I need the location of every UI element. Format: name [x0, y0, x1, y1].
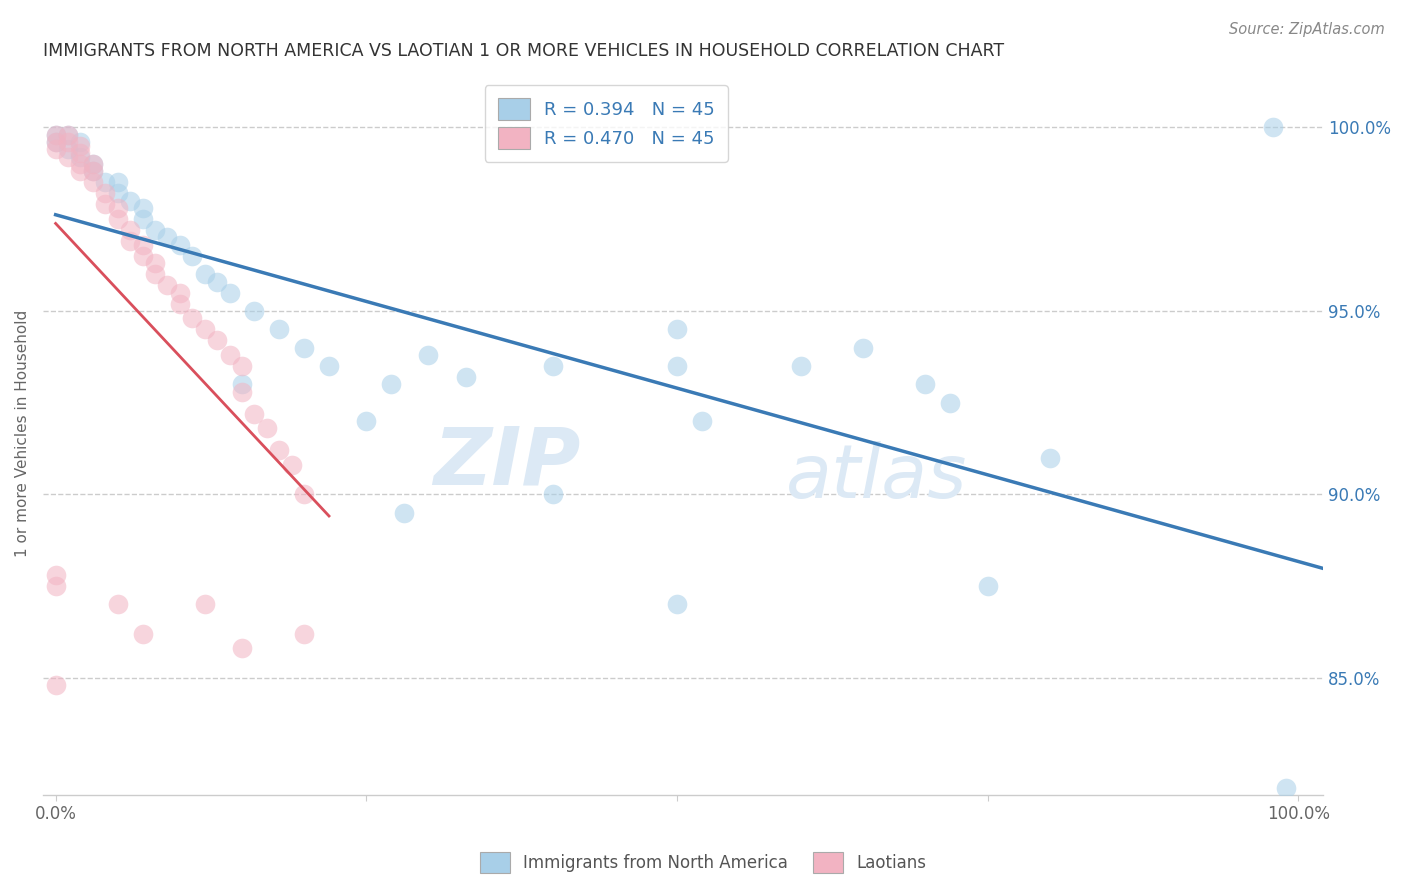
Point — [69, 157, 91, 171]
Point — [280, 458, 302, 472]
Point — [292, 487, 315, 501]
Point — [156, 230, 179, 244]
Point — [541, 487, 564, 501]
Legend: R = 0.394   N = 45, R = 0.470   N = 45: R = 0.394 N = 45, R = 0.470 N = 45 — [485, 85, 728, 161]
Point — [1263, 120, 1285, 135]
Point — [356, 414, 378, 428]
Point — [45, 143, 67, 157]
Point — [69, 146, 91, 161]
Point — [82, 164, 104, 178]
Point — [292, 626, 315, 640]
Point — [243, 407, 266, 421]
Point — [45, 678, 67, 692]
Legend: Immigrants from North America, Laotians: Immigrants from North America, Laotians — [472, 846, 934, 880]
Point — [107, 597, 129, 611]
Point — [665, 359, 688, 373]
Point — [82, 164, 104, 178]
Point — [256, 421, 278, 435]
Point — [169, 285, 191, 300]
Point — [107, 176, 129, 190]
Point — [392, 506, 415, 520]
Point — [231, 359, 253, 373]
Point — [790, 359, 813, 373]
Point — [45, 128, 67, 142]
Point — [69, 164, 91, 178]
Point — [243, 303, 266, 318]
Point — [194, 597, 217, 611]
Point — [56, 135, 79, 149]
Point — [82, 157, 104, 171]
Point — [156, 278, 179, 293]
Point — [69, 135, 91, 149]
Point — [181, 249, 204, 263]
Point — [94, 186, 117, 201]
Point — [169, 296, 191, 310]
Point — [205, 333, 228, 347]
Point — [107, 201, 129, 215]
Point — [665, 597, 688, 611]
Point — [45, 579, 67, 593]
Point — [218, 348, 240, 362]
Point — [269, 443, 291, 458]
Point — [94, 197, 117, 211]
Point — [120, 223, 142, 237]
Point — [690, 414, 713, 428]
Text: ZIP: ZIP — [433, 424, 581, 501]
Point — [56, 128, 79, 142]
Point — [131, 237, 153, 252]
Point — [939, 395, 962, 409]
Point — [380, 377, 402, 392]
Text: IMMIGRANTS FROM NORTH AMERICA VS LAOTIAN 1 OR MORE VEHICLES IN HOUSEHOLD CORRELA: IMMIGRANTS FROM NORTH AMERICA VS LAOTIAN… — [44, 42, 1004, 60]
Point — [181, 311, 204, 326]
Point — [131, 212, 153, 227]
Point — [976, 579, 998, 593]
Point — [56, 143, 79, 157]
Point — [269, 322, 291, 336]
Point — [94, 176, 117, 190]
Point — [143, 267, 166, 281]
Point — [1039, 450, 1062, 465]
Point — [143, 223, 166, 237]
Point — [194, 322, 217, 336]
Point — [131, 249, 153, 263]
Point — [45, 128, 67, 142]
Y-axis label: 1 or more Vehicles in Household: 1 or more Vehicles in Household — [15, 310, 30, 558]
Point — [541, 359, 564, 373]
Point — [292, 341, 315, 355]
Point — [107, 212, 129, 227]
Point — [914, 377, 936, 392]
Point — [45, 135, 67, 149]
Point — [107, 186, 129, 201]
Point — [169, 237, 191, 252]
Point — [231, 641, 253, 656]
Point — [231, 384, 253, 399]
Point — [82, 157, 104, 171]
Point — [131, 626, 153, 640]
Point — [418, 348, 440, 362]
Point — [82, 176, 104, 190]
Point — [120, 194, 142, 208]
Point — [69, 138, 91, 153]
Point — [1275, 780, 1298, 795]
Text: atlas: atlas — [786, 442, 967, 513]
Point — [665, 322, 688, 336]
Point — [120, 234, 142, 248]
Point — [69, 150, 91, 164]
Point — [45, 568, 67, 582]
Point — [454, 370, 477, 384]
Point — [45, 135, 67, 149]
Point — [852, 341, 875, 355]
Point — [231, 377, 253, 392]
Point — [131, 201, 153, 215]
Point — [56, 150, 79, 164]
Text: Source: ZipAtlas.com: Source: ZipAtlas.com — [1229, 22, 1385, 37]
Point — [205, 275, 228, 289]
Point — [143, 256, 166, 270]
Point — [218, 285, 240, 300]
Point — [56, 128, 79, 142]
Point — [318, 359, 340, 373]
Point — [194, 267, 217, 281]
